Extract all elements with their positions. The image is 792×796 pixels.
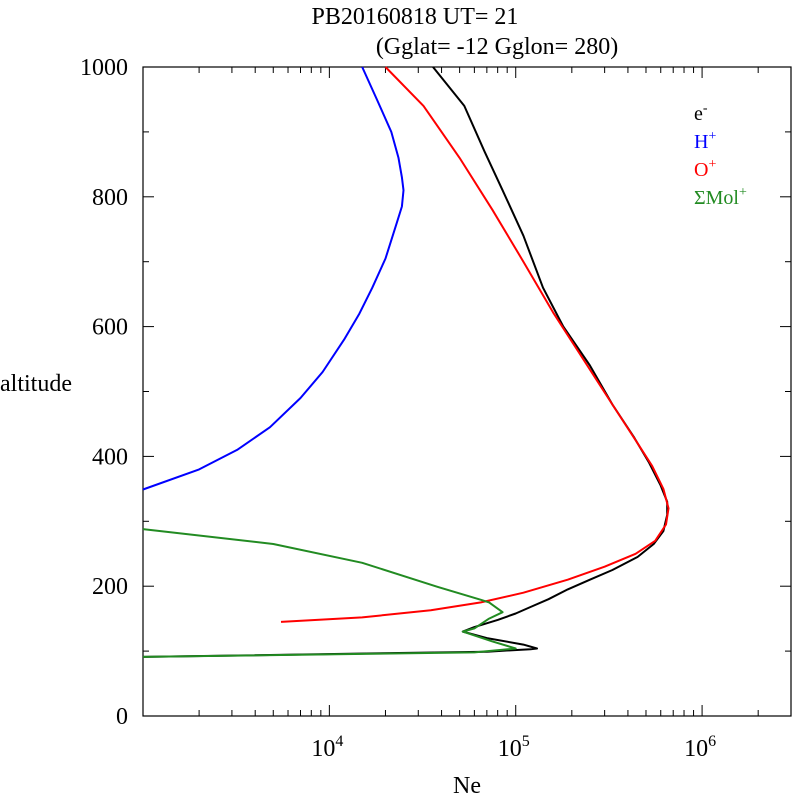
series-line-0 [142, 66, 669, 658]
legend-entry-0: e- [694, 101, 708, 125]
y-tick-label: 200 [92, 574, 128, 600]
series-line-2 [280, 66, 670, 623]
y-tick-label: 600 [92, 315, 128, 341]
y-tick-label: 0 [116, 704, 128, 730]
series-line-1 [142, 66, 405, 491]
x-tick-label: 106 [684, 733, 716, 762]
legend-entry-2: O+ [694, 157, 716, 181]
x-axis-ticks: 104 105 106 [142, 67, 792, 762]
chart-title: PB20160818 UT= 21 [312, 4, 519, 30]
x-tick-label: 104 [311, 733, 343, 762]
series-group [142, 66, 670, 658]
y-tick-label: 400 [92, 444, 128, 470]
legend-entry-3: ΣMol+ [694, 185, 747, 209]
chart-subtitle: (Gglat= -12 Gglon= 280) [376, 34, 618, 60]
series-line-3 [142, 528, 517, 658]
y-tick-label: 1000 [80, 55, 128, 81]
x-tick-label: 105 [498, 733, 530, 762]
y-axis-label: altitude [0, 371, 72, 397]
y-axis-ticks: 0 200 400 600 800 1000 [80, 55, 791, 730]
y-tick-label: 800 [92, 185, 128, 211]
legend: e- H+ O+ ΣMol+ [694, 101, 747, 209]
x-axis-label: Ne [453, 773, 481, 796]
legend-entry-1: H+ [694, 129, 716, 153]
